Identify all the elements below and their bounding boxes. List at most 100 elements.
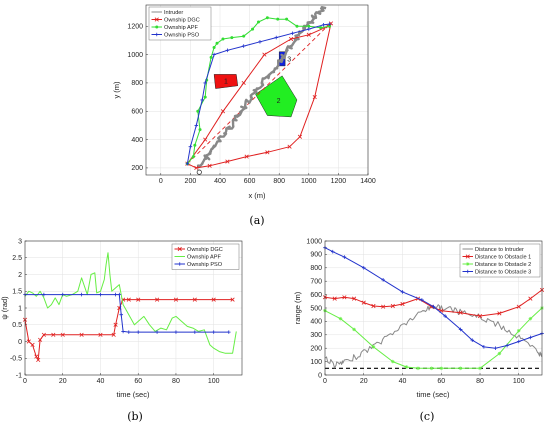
chart-b-legend-label-ownship-dgc: Ownship DGC [187, 247, 223, 253]
chart-c-x-tick-label: 0 [323, 378, 327, 385]
chart-b-y-tick-label: 0.5 [12, 322, 22, 329]
chart-c-y-tick-label: 900 [310, 252, 322, 259]
chart-c-point-distance-to-obstacle-2 [516, 328, 521, 333]
chart-a-x-tick-label: 400 [214, 178, 226, 185]
chart-a-legend-marker-ownship-pso [154, 32, 159, 37]
chart-a-x-tick-label: 1400 [360, 178, 376, 185]
chart-a-point-ownship-apf [198, 128, 202, 132]
chart-a-legend-marker-ownship-apf [155, 25, 159, 29]
chart-a-series-ownship-pso [185, 22, 332, 166]
chart-a-point-ownship-dgc [220, 109, 226, 114]
chart-a-point-ownship-apf [251, 27, 255, 31]
chart-a-series-intruder [196, 6, 327, 169]
chart-a-point-ownship-apf [212, 46, 216, 49]
chart-a-y-tick-label: 800 [131, 80, 143, 87]
chart-a-series-ownship-apf [185, 16, 332, 166]
chart-c-legend-marker-distance-to-obstacle-2 [465, 262, 470, 266]
chart-b-x-label: time (sec) [117, 390, 150, 399]
chart-a-point-ownship-pso [327, 22, 332, 26]
chart-b-legend-label-ownship-apf: Ownship APF [187, 255, 221, 261]
obstacle-2 [255, 75, 298, 118]
chart-a-point-ownship-apf [295, 24, 299, 28]
chart-a-point-ownship-apf [256, 20, 260, 24]
chart-c-legend-box [459, 243, 541, 278]
chart-c-point-distance-to-obstacle-3 [482, 345, 486, 349]
chart-c-point-distance-to-obstacle-2 [528, 316, 533, 321]
chart-a-point-ownship-pso [185, 161, 190, 166]
chart-b-point-ownship-pso [174, 330, 178, 334]
chart-c-point-distance-to-obstacle-3 [431, 304, 436, 309]
chart-b-point-ownship-pso [226, 330, 231, 334]
chart-c-point-distance-to-obstacle-2 [416, 366, 420, 371]
chart-a-y-tick-label: 400 [131, 137, 143, 144]
chart-c-point-distance-to-obstacle-3 [528, 335, 533, 340]
chart-a-legend-label-ownship-apf: Ownship APF [164, 25, 198, 31]
chart-a-point-ownship-apf [242, 34, 246, 38]
chart-a-legend-marker-ownship-dgc [154, 17, 159, 22]
chart-a-point-ownship-dgc [288, 36, 294, 42]
chart-b-point-ownship-dgc [155, 297, 160, 302]
chart-b-x-tick-label: 80 [172, 378, 180, 385]
chart-a-point-ownship-pso [188, 144, 193, 149]
chart-c-series-distance-to-intruder [324, 304, 543, 369]
chart-a-x-tick-label: 600 [244, 178, 256, 185]
chart-c-point-distance-to-obstacle-3 [443, 314, 447, 318]
chart-b-y-tick-label: 1 [18, 305, 22, 312]
chart-a-point-ownship-pso [225, 48, 230, 53]
chart-a-point-ownship-dgc [194, 165, 199, 170]
panel-b-label: (b) [127, 410, 143, 423]
chart-a-x-tick-label: 200 [185, 178, 197, 185]
chart-c-y-tick-label: 200 [310, 346, 322, 353]
chart-a-y-tick-label: 200 [131, 165, 143, 172]
chart-c-point-distance-to-obstacle-3 [493, 346, 498, 350]
chart-a-point-ownship-apf [285, 17, 289, 21]
chart-a-point-ownship-apf [265, 16, 269, 20]
chart-a-point-ownship-dgc [207, 163, 212, 168]
chart-a-start-marker [196, 169, 202, 175]
chart-a-point-ownship-dgc [265, 150, 270, 155]
chart-a-x-tick-label: 0 [159, 178, 163, 185]
chart-c-y-tick-label: 300 [310, 332, 322, 339]
chart-a-point-ownship-pso [321, 23, 326, 27]
chart-a-point-ownship-pso [194, 123, 199, 128]
chart-c-point-distance-to-obstacle-3 [505, 343, 509, 348]
chart-b-x-tick-label: 100 [208, 378, 220, 385]
chart-c-point-distance-to-obstacle-2 [478, 366, 482, 371]
obstacle-1 [213, 74, 239, 89]
chart-c-point-distance-to-obstacle-1 [400, 301, 405, 307]
chart-b-series [22, 252, 237, 363]
chart-b-y-tick-label: 1.5 [12, 289, 22, 296]
chart-c-point-distance-to-obstacle-1 [332, 296, 337, 301]
chart-c-point-distance-to-obstacle-2 [391, 359, 395, 364]
chart-a-reference-line [187, 23, 330, 164]
chart-b-point-ownship-pso [119, 312, 124, 317]
chart-c-point-distance-to-obstacle-2 [352, 327, 356, 332]
chart-b-point-ownship-pso [126, 330, 131, 334]
chart-a-line-ownship-pso [186, 23, 330, 164]
chart-b-legend-label-ownship-pso: Ownship PSO [187, 262, 223, 268]
panel-a-label: (a) [249, 214, 264, 227]
chart-b-line-ownship-dgc [24, 299, 233, 361]
chart-a-point-ownship-dgc [312, 95, 317, 100]
chart-a-point-ownship-apf [319, 26, 323, 30]
chart-c-point-distance-to-obstacle-2 [404, 365, 409, 369]
chart-c-point-distance-to-obstacle-1 [342, 295, 347, 300]
chart-a-point-ownship-pso [307, 27, 311, 31]
chart-c-point-distance-to-obstacle-1 [371, 303, 376, 309]
chart-b-series-ownship-apf [24, 252, 237, 354]
chart-a-x-label: x (m) [248, 191, 266, 200]
chart-a-point-ownship-apf [221, 37, 225, 41]
chart-a-legend-label-ownship-pso: Ownship PSO [164, 33, 200, 39]
chart-a-point-ownship-pso [274, 35, 279, 40]
chart-c-point-distance-to-obstacle-2 [429, 366, 434, 371]
chart-c-legend: Distance to Intruder Distance to Obstacle… [459, 243, 541, 278]
chart-b-y-tick-label: 2.5 [12, 255, 22, 262]
chart-c-point-distance-to-obstacle-2 [497, 351, 502, 356]
chart-c-point-distance-to-obstacle-1 [390, 303, 395, 309]
chart-c-point-distance-to-obstacle-2 [439, 366, 444, 371]
chart-a-y-tick-label: 600 [131, 109, 143, 116]
chart-c-legend-label-distance-to-obstacle-1: Distance to Obstacle 1 [475, 255, 531, 261]
chart-a-point-ownship-apf [276, 17, 280, 21]
